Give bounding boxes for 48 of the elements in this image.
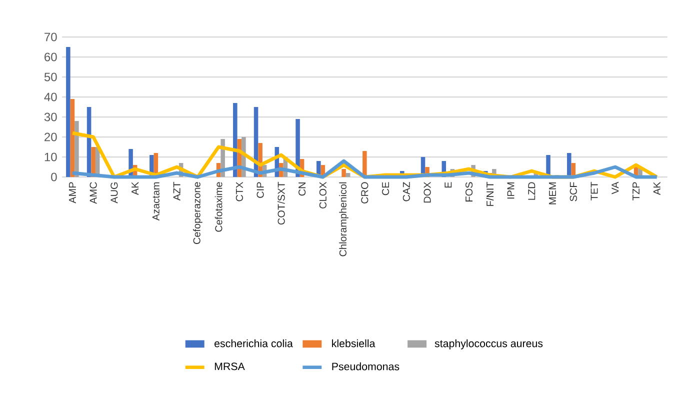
y-tick-label: 70 <box>44 32 57 42</box>
x-tick-label: AK <box>653 182 660 196</box>
x-tick-label: TZP <box>632 182 640 200</box>
legend-label: staphylococcus aureus <box>434 339 543 350</box>
x-tick-label: DOX <box>424 182 431 203</box>
x-tick-label: MEM <box>549 182 556 204</box>
x-tick-label: CE <box>382 182 390 196</box>
x-tick-label: FOS <box>465 182 473 202</box>
x-tick-label: LZD <box>528 182 536 200</box>
x-tick-label: AUG <box>110 182 118 204</box>
x-tick-label: CTX <box>236 182 243 202</box>
bar <box>66 46 70 177</box>
x-tick-label: VA <box>612 182 619 194</box>
y-tick-label: 60 <box>44 52 57 62</box>
x-tick-label: AMC <box>90 182 97 204</box>
x-tick-label: E <box>444 182 452 188</box>
y-tick-label: 50 <box>44 72 57 82</box>
x-tick-label: SCF <box>570 182 577 202</box>
x-tick-label: Cefotaxime <box>214 182 222 232</box>
bar <box>567 152 572 177</box>
bar <box>233 102 238 177</box>
x-tick-label: CRO <box>361 182 368 204</box>
x-tick-label: AMP <box>69 182 76 204</box>
y-tick-label: 10 <box>44 152 57 162</box>
x-tick-label: CAZ <box>402 182 410 202</box>
x-tick-label: CN <box>298 182 306 196</box>
bar <box>346 172 350 177</box>
legend-label: escherichia colia <box>214 339 293 348</box>
x-tick-label: AK <box>132 182 139 196</box>
x-tick-label: CLOX <box>319 182 326 208</box>
bar <box>362 150 367 177</box>
y-tick-label: 40 <box>44 92 57 102</box>
legend-label: Pseudomonas <box>332 362 400 370</box>
x-tick-label: Chloramphenicol <box>339 182 348 256</box>
x-tick-label: COT/SXT <box>278 182 285 225</box>
x-tick-label: Cefoperazone <box>193 182 202 244</box>
bar <box>342 168 346 177</box>
x-tick-label: CIP <box>256 182 264 198</box>
y-tick-label: 30 <box>44 112 57 122</box>
x-tick-label: IPM <box>507 182 514 199</box>
legend-label: klebsiella <box>332 339 376 348</box>
x-tick-label: TET <box>590 182 598 200</box>
legend-label: MRSA <box>214 362 245 370</box>
x-tick-label: AZT <box>173 182 180 201</box>
y-tick-label: 20 <box>44 132 57 142</box>
x-tick-label: F/NIT <box>486 182 494 206</box>
x-tick-label: Azactam <box>152 182 160 221</box>
y-tick-label: 0 <box>51 172 57 182</box>
